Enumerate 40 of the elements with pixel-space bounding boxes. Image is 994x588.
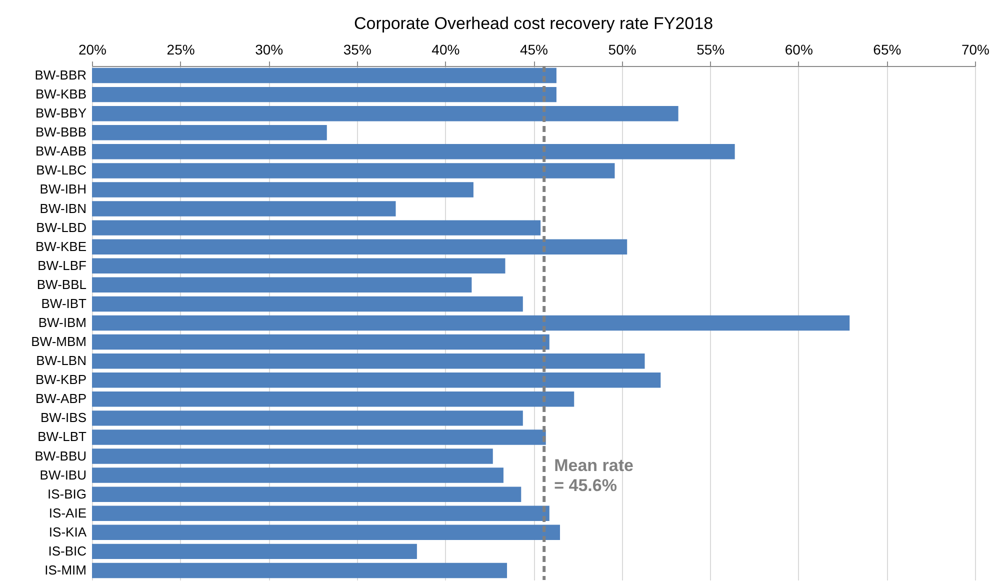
y-tick-label: BW-BBU	[34, 448, 86, 464]
y-tick-label: BW-LBD	[36, 220, 86, 235]
y-tick-label: BW-ABP	[35, 391, 86, 406]
y-tick-label: BW-IBT	[41, 296, 87, 311]
y-tick-label: BW-IBM	[38, 315, 86, 330]
y-tick-label: BW-IBH	[40, 182, 86, 197]
x-tick-label: 20%	[78, 42, 107, 58]
y-tick-label: BW-ABB	[35, 144, 86, 159]
y-tick-label: BW-KBB	[35, 86, 86, 102]
y-tick-label: IS-AIE	[48, 505, 87, 520]
y-tick-label: BW-IBU	[40, 467, 86, 482]
x-tick-label: 40%	[432, 42, 460, 58]
y-tick-label: BW-KBP	[35, 372, 86, 388]
x-tick-label: 60%	[784, 42, 813, 58]
y-tick-label: BW-IBN	[40, 200, 86, 216]
y-tick-label: BW-IBS	[40, 410, 87, 426]
x-tick-label: 25%	[166, 42, 195, 58]
y-tick-label: BW-LBT	[38, 429, 87, 444]
chart-title: Corporate Overhead cost recovery rate FY2018	[354, 14, 714, 33]
y-tick-label: BW-BBL	[36, 276, 86, 292]
y-tick-label: BW-BBY	[35, 106, 87, 121]
y-tick-label: BW-BBB	[35, 124, 86, 140]
y-tick-label: BW-MBM	[31, 334, 86, 350]
ref-line-label: Mean rate = 45.6%	[554, 456, 634, 495]
y-tick-label: IS-KIA	[48, 524, 87, 540]
y-tick-label: BW-KBE	[35, 238, 87, 254]
y-tick-label: IS-MIM	[44, 562, 86, 578]
y-tick-label: BW-LBN	[36, 353, 86, 368]
y-tick-label: BW-LBF	[38, 258, 87, 273]
x-tick-label: 30%	[255, 42, 284, 58]
y-tick-label: IS-BIC	[48, 543, 86, 558]
x-tick-label: 35%	[343, 42, 372, 58]
y-tick-label: IS-BIG	[47, 486, 86, 502]
x-tick-label: 65%	[873, 42, 902, 58]
x-tick-label: 50%	[608, 42, 636, 58]
x-tick-label: 70%	[961, 42, 990, 58]
y-tick-label: BW-LBC	[36, 162, 86, 178]
x-tick-label: 55%	[696, 42, 725, 58]
x-tick-label: 45%	[520, 42, 548, 58]
y-tick-label: BW-BBR	[34, 68, 86, 83]
